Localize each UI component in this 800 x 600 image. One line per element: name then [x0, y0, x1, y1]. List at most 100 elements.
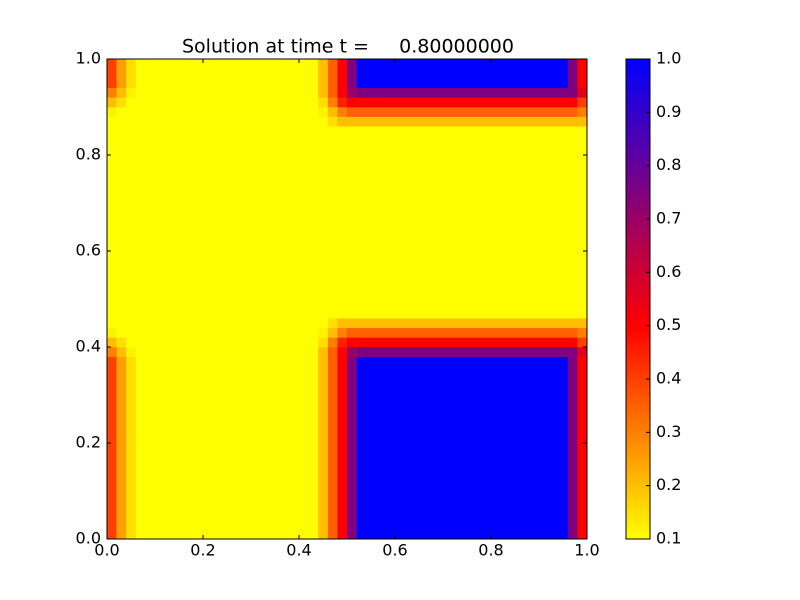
- heatmap-cell: [347, 59, 357, 89]
- heatmap-cell: [107, 97, 117, 108]
- colorbar-tick-label: 0.6: [656, 262, 681, 281]
- y-tick-label: 0.0: [76, 529, 101, 548]
- heatmap-cell: [135, 356, 319, 540]
- heatmap-cell: [337, 97, 348, 108]
- heatmap-cell: [567, 59, 578, 89]
- x-tick-label: 0.2: [190, 541, 215, 560]
- heatmap-cell: [356, 116, 569, 127]
- heatmap-cell: [567, 318, 578, 329]
- heatmap-cell: [135, 327, 319, 338]
- x-tick-label: 0.6: [382, 541, 407, 560]
- heatmap-cell: [116, 97, 127, 108]
- heatmap-cell: [337, 59, 348, 89]
- heatmap-cell: [126, 318, 137, 329]
- heatmap-cell: [567, 87, 578, 98]
- heatmap-cell: [567, 347, 578, 357]
- heatmap-cell: [327, 126, 338, 319]
- heatmap-cell: [116, 327, 127, 338]
- colorbar-tick-label: 0.4: [656, 369, 681, 388]
- heatmap-cell: [356, 97, 569, 108]
- heatmap-cell: [327, 327, 338, 338]
- heatmap-cell: [337, 116, 348, 127]
- heatmap-cell: [577, 318, 588, 329]
- heatmap-cell: [577, 97, 588, 108]
- heatmap-cell: [347, 356, 357, 540]
- heatmap-cell: [135, 347, 319, 357]
- heatmap-cell: [347, 116, 357, 127]
- heatmap-cell: [327, 318, 338, 329]
- heatmap-cell: [356, 356, 569, 540]
- heatmap-cell: [577, 126, 588, 319]
- heatmap-cell: [327, 337, 338, 348]
- heatmap-cell: [107, 356, 117, 540]
- heatmap-cell: [107, 87, 117, 98]
- heatmap-cell: [126, 107, 137, 117]
- heatmap-cell: [577, 116, 588, 127]
- heatmap-cell: [318, 347, 329, 357]
- colorbar-tick-label: 0.3: [656, 422, 681, 441]
- heatmap-cell: [327, 107, 338, 117]
- heatmap-cell: [126, 347, 137, 357]
- heatmap-cell: [135, 126, 319, 319]
- heatmap-cell: [337, 327, 348, 338]
- heatmap-cell: [356, 318, 569, 329]
- heatmap-cell: [347, 126, 357, 319]
- heatmap-cell: [116, 116, 127, 127]
- heatmap-cell: [318, 318, 329, 329]
- heatmap-cell: [567, 97, 578, 108]
- heatmap-cell: [337, 347, 348, 357]
- x-tick-label: 0.4: [286, 541, 311, 560]
- heatmap-cell: [327, 356, 338, 540]
- heatmap-cell: [356, 337, 569, 348]
- heatmap-cell: [135, 97, 319, 108]
- x-tick-label: 0.0: [94, 541, 119, 560]
- heatmap-cell: [577, 327, 588, 338]
- heatmap-cell: [116, 347, 127, 357]
- heatmap-cell: [318, 327, 329, 338]
- y-tick-label: 0.2: [76, 433, 101, 452]
- heatmap-cell: [337, 87, 348, 98]
- heatmap-cell: [107, 116, 117, 127]
- colorbar-tick-label: 0.1: [656, 529, 681, 548]
- x-tick-label: 0.8: [478, 541, 503, 560]
- colorbar-tick-label: 0.9: [656, 102, 681, 121]
- heatmap-cell: [126, 356, 137, 540]
- heatmap-cell: [318, 356, 329, 540]
- heatmap-cell: [318, 97, 329, 108]
- plot-frame: [106, 58, 588, 540]
- heatmap-cell: [347, 97, 357, 108]
- heatmap-cell: [135, 87, 319, 98]
- chart-title: Solution at time t = 0.80000000: [182, 36, 514, 58]
- heatmap-cell: [126, 337, 137, 348]
- heatmap-cell: [318, 337, 329, 348]
- heatmap-cell: [126, 327, 137, 338]
- heatmap-cell: [567, 116, 578, 127]
- heatmap-cell: [135, 318, 319, 329]
- heatmap-cell: [567, 337, 578, 348]
- heatmap-cell: [567, 107, 578, 117]
- heatmap-cell: [126, 59, 137, 89]
- heatmap-cell: [116, 356, 127, 540]
- heatmap-cell: [356, 59, 569, 89]
- heatmap-cell: [135, 337, 319, 348]
- x-tick-label: 1.0: [574, 541, 599, 560]
- heatmap-cell: [327, 97, 338, 108]
- heatmap-cell: [347, 87, 357, 98]
- heatmap-cell: [126, 116, 137, 127]
- heatmap-cell: [577, 107, 588, 117]
- heatmap-cell: [337, 126, 348, 319]
- heatmap-cell: [337, 337, 348, 348]
- heatmap-cell: [126, 97, 137, 108]
- y-tick-label: 1.0: [76, 49, 101, 68]
- heatmap-cell: [135, 107, 319, 117]
- heatmap-cell: [577, 337, 588, 348]
- heatmap-cell: [116, 337, 127, 348]
- heatmap-cell: [116, 87, 127, 98]
- heatmap-cell: [347, 327, 357, 338]
- heatmap-cell: [567, 327, 578, 338]
- heatmap-cell: [126, 87, 137, 98]
- heatmap-cell: [107, 59, 117, 89]
- heatmap-cell: [577, 59, 588, 89]
- heatmap-cell: [327, 347, 338, 357]
- colorbar-tick-label: 0.8: [656, 155, 681, 174]
